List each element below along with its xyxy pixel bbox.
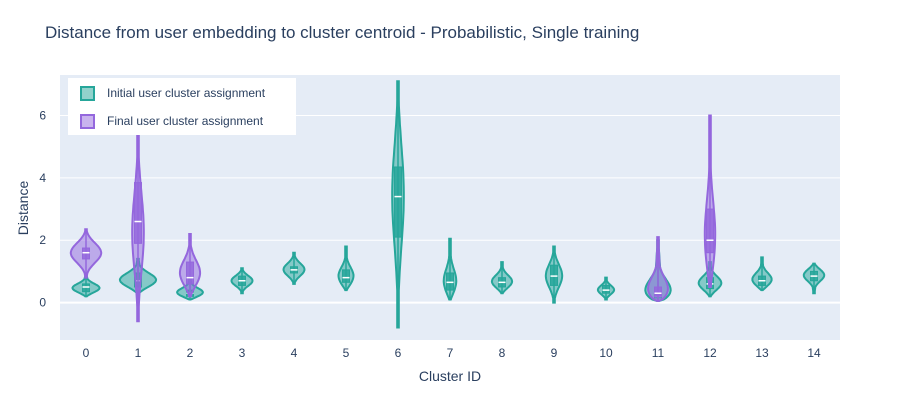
x-tick-label: 3 xyxy=(239,346,246,360)
violin-box xyxy=(342,269,350,283)
violin-box xyxy=(82,283,90,293)
x-tick-label: 9 xyxy=(551,346,558,360)
violin-final-0 xyxy=(69,228,103,279)
violin-final-2 xyxy=(178,233,202,298)
violin-box xyxy=(654,286,662,297)
legend-background xyxy=(68,78,296,135)
x-tick-label: 13 xyxy=(755,346,769,360)
violin-initial-9 xyxy=(544,245,564,304)
x-axis-title: Cluster ID xyxy=(419,368,481,384)
violin-initial-5 xyxy=(337,245,355,292)
series-final xyxy=(69,114,717,323)
violin-initial-7 xyxy=(442,237,458,301)
legend-label: Initial user cluster assignment xyxy=(107,86,266,100)
violin-box xyxy=(134,182,142,244)
violin-initial-8 xyxy=(490,261,514,295)
violin-box xyxy=(550,264,558,286)
legend-label: Final user cluster assignment xyxy=(107,114,264,128)
x-tick-label: 14 xyxy=(807,346,821,360)
violin-box xyxy=(602,284,610,294)
violin-layer xyxy=(69,80,826,329)
x-tick-label: 12 xyxy=(703,346,717,360)
x-tick-label: 5 xyxy=(343,346,350,360)
violin-final-12 xyxy=(703,114,717,288)
violin-box xyxy=(706,208,714,254)
x-tick-label: 7 xyxy=(447,346,454,360)
y-tick-label: 0 xyxy=(39,296,46,310)
violin-initial-14 xyxy=(802,262,826,295)
violin-box xyxy=(82,247,90,260)
violin-initial-10 xyxy=(596,276,616,301)
y-axis-title: Distance xyxy=(15,181,31,236)
x-tick-label: 0 xyxy=(83,346,90,360)
x-tick-label: 4 xyxy=(291,346,298,360)
violin-initial-6 xyxy=(391,80,405,329)
legend-swatch xyxy=(80,86,95,101)
legend: Initial user cluster assignment Final use… xyxy=(68,78,296,135)
violin-box xyxy=(186,261,194,285)
y-tick-labels: 0 2 4 6 xyxy=(39,109,46,310)
y-tick-label: 6 xyxy=(39,109,46,123)
chart-title: Distance from user embedding to cluster … xyxy=(45,23,639,42)
violin-box xyxy=(446,272,454,291)
violin-initial-3 xyxy=(230,267,254,295)
violin-initial-4 xyxy=(282,251,306,285)
legend-swatch xyxy=(80,114,95,129)
x-tick-label: 11 xyxy=(652,346,665,360)
x-tick-label: 2 xyxy=(187,346,194,360)
violin-initial-13 xyxy=(751,256,773,292)
y-tick-label: 4 xyxy=(39,171,46,185)
violin-box xyxy=(394,166,402,238)
violin-final-11 xyxy=(647,236,669,302)
y-tick-label: 2 xyxy=(39,233,46,247)
x-tick-label: 1 xyxy=(135,346,142,360)
x-tick-label: 6 xyxy=(395,346,402,360)
x-tick-label: 8 xyxy=(499,346,506,360)
x-tick-labels: 0 1 2 3 4 5 6 7 8 9 10 11 12 13 14 xyxy=(83,346,821,360)
x-tick-label: 10 xyxy=(599,346,613,360)
